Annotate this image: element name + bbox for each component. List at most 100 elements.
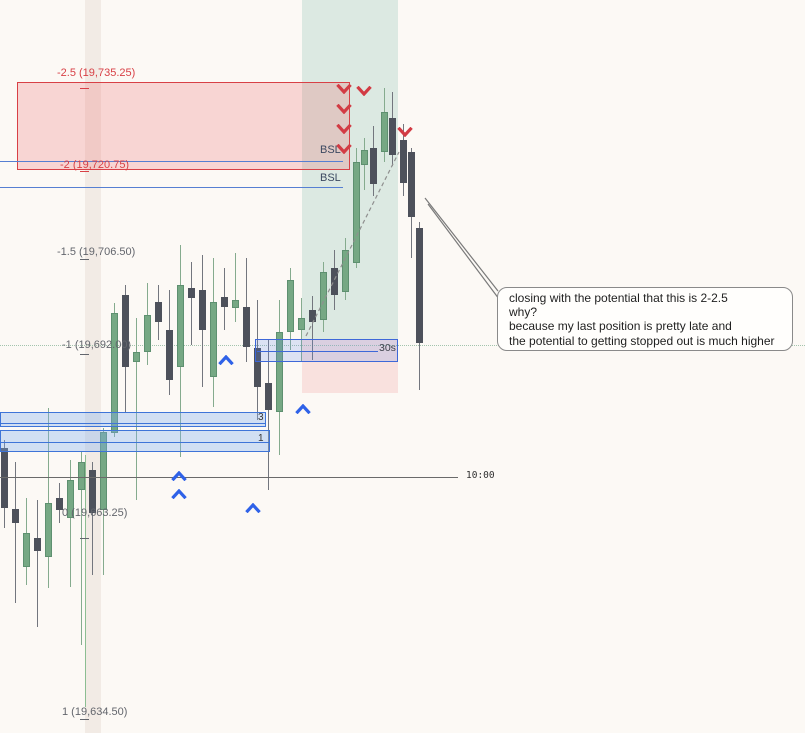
candle-body <box>388 118 396 155</box>
candle-body <box>55 498 63 510</box>
candle-body <box>143 315 151 352</box>
fib-level-label[interactable]: -1.5 (19,706.50) <box>57 246 136 258</box>
candle-wick <box>69 460 71 587</box>
fib-level-label[interactable]: 0 (19,663.25) <box>62 507 128 519</box>
buy-signal-chevron-up[interactable] <box>245 500 261 514</box>
sell-signal-chevron-down[interactable] <box>397 124 413 138</box>
candle-body <box>264 383 272 410</box>
candle-body <box>33 538 41 551</box>
callout-line: because my last position is pretty late … <box>509 319 732 334</box>
sell-signal-chevron-down-glyph <box>336 143 352 155</box>
bsl-line-upper[interactable] <box>0 161 343 162</box>
candle-body <box>11 509 19 523</box>
callout-note[interactable]: closing with the potential that this is … <box>497 287 793 351</box>
candle-body <box>352 162 360 263</box>
candle-wick <box>47 408 49 588</box>
callout-line: why? <box>509 305 538 320</box>
bsl-label-lower[interactable]: BSL <box>320 172 341 184</box>
fib-level-tick <box>80 719 89 720</box>
candle-body <box>110 313 118 433</box>
bsl-line-lower[interactable] <box>0 187 343 188</box>
candle-body <box>369 148 377 184</box>
candle-body <box>121 295 129 367</box>
demand-zone-1[interactable] <box>0 430 270 452</box>
candle-body <box>286 280 294 332</box>
fib-level-label[interactable]: -2 (19,720.75) <box>60 159 130 171</box>
candle-body <box>165 330 173 380</box>
callout-text: closing with the potential that this is … <box>509 291 781 348</box>
buy-signal-chevron-up[interactable] <box>171 486 187 500</box>
candle-body <box>415 228 423 343</box>
buy-signal-chevron-up-glyph <box>295 403 311 415</box>
sell-signal-chevron-down[interactable] <box>336 121 352 135</box>
zone-1-label[interactable]: 1 <box>258 433 264 444</box>
sell-signal-chevron-down-glyph <box>336 123 352 135</box>
demand-zone-3[interactable] <box>0 412 266 427</box>
fib-anchor-line[interactable] <box>85 455 86 707</box>
time-marker-line[interactable] <box>0 477 458 478</box>
candle-body <box>319 272 327 320</box>
zone-3-label[interactable]: 3 <box>258 412 264 423</box>
zone-3-inner-line <box>0 423 266 424</box>
buy-signal-chevron-up-glyph <box>171 488 187 500</box>
candle-body <box>176 285 184 367</box>
fib-level-tick <box>80 88 89 89</box>
candle-body <box>399 140 407 183</box>
fib-level-label[interactable]: -1 (19,692.00) <box>62 339 132 351</box>
candle-wick <box>36 500 38 627</box>
sell-signal-chevron-down[interactable] <box>336 101 352 115</box>
long-position-profit-band[interactable] <box>302 0 398 340</box>
zone-30s[interactable] <box>255 339 398 362</box>
buy-signal-chevron-up-glyph <box>218 354 234 366</box>
callout-line: the potential to getting stopped out is … <box>509 333 775 348</box>
buy-signal-chevron-up[interactable] <box>171 468 187 482</box>
sell-signal-chevron-down[interactable] <box>336 81 352 95</box>
candle-wick <box>80 452 82 645</box>
candle-body <box>77 462 85 490</box>
fib-level-label[interactable]: -2.5 (19,735.25) <box>57 67 136 79</box>
candle-body <box>330 268 338 295</box>
session-highlight-stripe <box>85 0 101 733</box>
callout-line: closing with the potential that this is … <box>509 291 728 305</box>
candle-wick <box>190 262 192 345</box>
candle-body <box>380 112 388 152</box>
fib-level-tick <box>80 538 89 539</box>
buy-signal-chevron-up-glyph <box>245 502 261 514</box>
candle-body <box>275 332 283 412</box>
candle-body <box>242 307 250 347</box>
zone-1-inner-line <box>0 442 270 443</box>
fib-level-label[interactable]: 1 (19,634.50) <box>62 706 128 718</box>
buy-signal-chevron-up[interactable] <box>218 352 234 366</box>
candle-wick <box>234 253 236 322</box>
candle-body <box>66 480 74 518</box>
long-position-stop-band[interactable] <box>302 340 398 393</box>
candle-body <box>308 310 316 322</box>
candle-body <box>341 250 349 292</box>
candle-wick <box>91 462 93 575</box>
buy-signal-chevron-up-glyph <box>171 470 187 482</box>
zone-30s-label[interactable]: 30s <box>379 342 396 354</box>
target-zone-red[interactable] <box>17 82 350 170</box>
candle-body <box>88 470 96 513</box>
candle-body <box>187 288 195 298</box>
sell-signal-chevron-down[interactable] <box>336 141 352 155</box>
buy-signal-chevron-up[interactable] <box>295 401 311 415</box>
candle-body <box>360 150 368 165</box>
sell-signal-chevron-down-glyph <box>356 85 372 97</box>
candle-body <box>220 297 228 307</box>
sell-signal-chevron-down[interactable] <box>356 83 372 97</box>
candle-wick <box>300 298 302 362</box>
candle-body <box>231 300 239 308</box>
fib-level-tick <box>80 259 89 260</box>
fib-level-tick <box>80 171 89 172</box>
sell-signal-chevron-down-glyph <box>336 103 352 115</box>
sell-signal-chevron-down-glyph <box>336 83 352 95</box>
candle-body <box>154 302 162 322</box>
candle-body <box>209 302 217 377</box>
time-label: 10:00 <box>466 470 495 481</box>
candle-body <box>297 318 305 330</box>
fib-level-tick <box>80 354 89 355</box>
level-minus1-dotted-line <box>0 345 805 346</box>
candle-body <box>132 352 140 362</box>
